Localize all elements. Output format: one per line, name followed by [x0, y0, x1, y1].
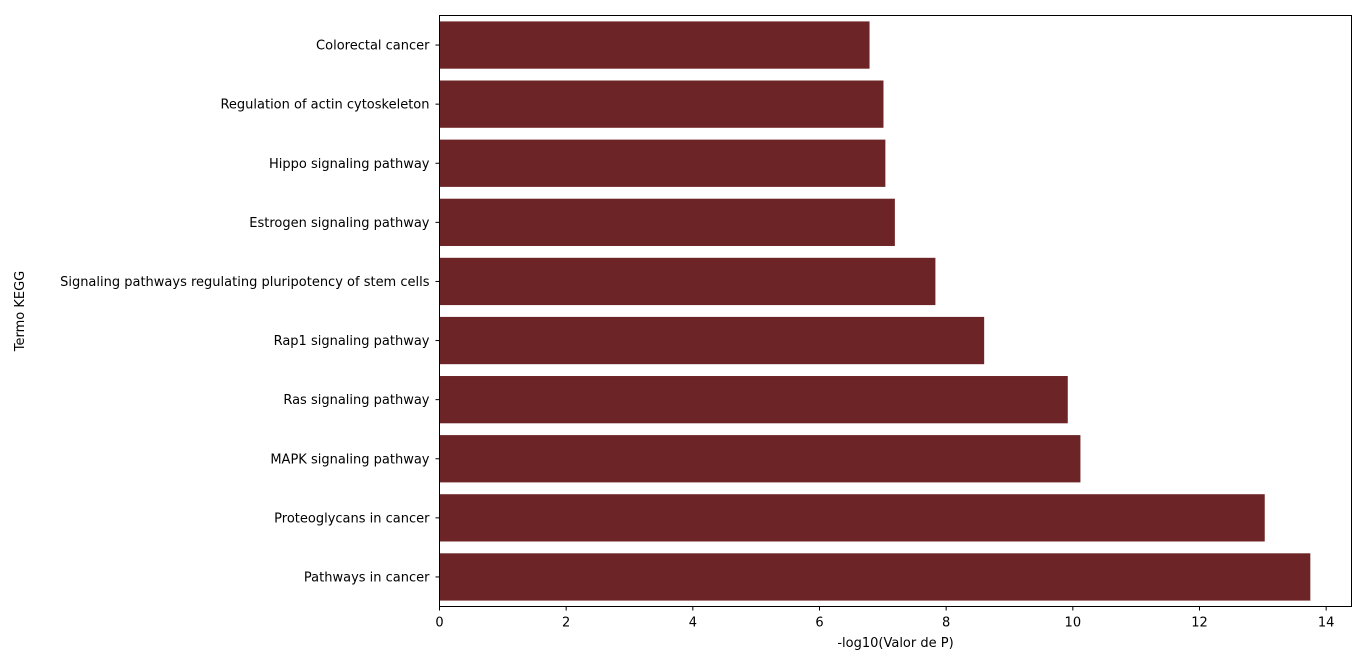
x-axis-ticks: 0 2 4 6 8 10 12 14 [435, 606, 1335, 631]
y-tick-label: MAPK signaling pathway [270, 452, 429, 467]
y-tick-label: Hippo signaling pathway [269, 157, 430, 172]
bar [439, 376, 1068, 424]
y-tick-label: Colorectal cancer [316, 39, 430, 54]
x-tick-label: 8 [942, 616, 950, 631]
y-tick-label: Estrogen signaling pathway [249, 216, 430, 231]
x-tick-label: 4 [689, 616, 697, 631]
bar [439, 553, 1311, 601]
bar [439, 80, 884, 128]
y-tick-label: Regulation of actin cytoskeleton [220, 98, 429, 113]
bar [439, 21, 870, 69]
y-axis-ticks: Colorectal cancer Regulation of actin cyt… [60, 39, 440, 585]
x-tick-label: 0 [435, 616, 443, 631]
x-tick-label: 10 [1065, 616, 1082, 631]
y-tick-label: Pathways in cancer [304, 570, 430, 585]
y-tick-label: Signaling pathways regulating pluripoten… [60, 275, 430, 290]
bar [439, 494, 1265, 542]
x-tick-label: 12 [1191, 616, 1208, 631]
y-axis-label: Termo KEGG [13, 271, 28, 352]
x-tick-label: 6 [815, 616, 823, 631]
x-tick-label: 14 [1318, 616, 1335, 631]
plot-frame [439, 15, 1352, 607]
bar [439, 198, 895, 246]
bar [439, 139, 886, 187]
y-tick-label: Proteoglycans in cancer [274, 511, 430, 526]
x-axis-label: -log10(Valor de P) [837, 636, 953, 651]
bar [439, 257, 936, 306]
bar [439, 316, 985, 365]
y-tick-label: Ras signaling pathway [283, 393, 429, 408]
x-tick-label: 2 [562, 616, 570, 631]
y-tick-label: Rap1 signaling pathway [274, 334, 430, 349]
bar [439, 435, 1081, 483]
bars-layer [439, 21, 1311, 601]
